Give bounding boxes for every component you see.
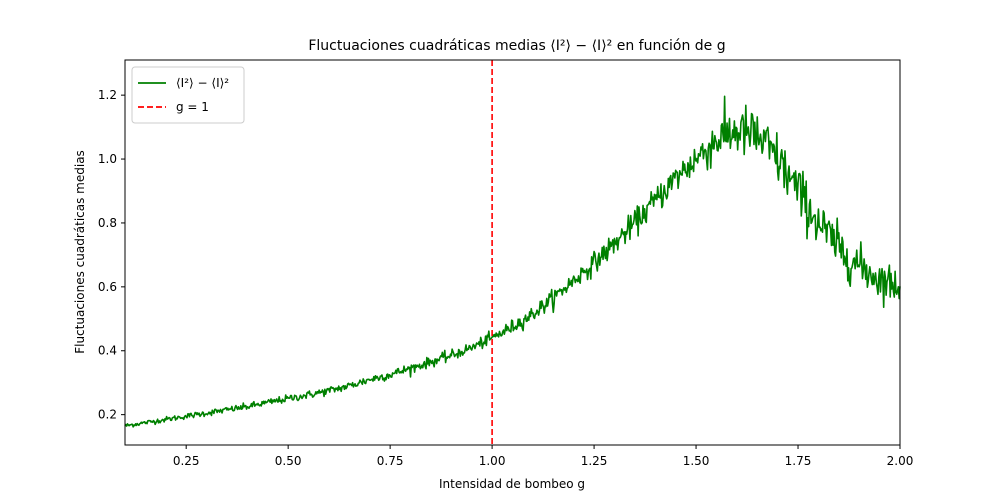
y-tick-label: 0.2 [98,408,117,422]
y-tick-label: 0.6 [98,280,117,294]
x-tick-label: 0.50 [275,454,302,468]
x-axis: 0.25 0.50 0.75 1.00 1.25 1.50 1.75 2.00 [173,445,914,468]
x-tick-label: 1.75 [785,454,812,468]
legend-label-g1: g = 1 [176,100,209,114]
x-tick-label: 1.00 [479,454,506,468]
x-axis-label: Intensidad de bombeo g [439,477,585,491]
legend-box [131,66,245,124]
x-tick-label: 0.25 [173,454,200,468]
plot-area [125,60,900,445]
plot-frame [124,59,901,446]
legend-label-fluctuations: ⟨I²⟩ − ⟨I⟩² [176,76,229,90]
x-tick-label: 0.75 [377,454,404,468]
series-fluctuations-line [124,95,901,428]
x-tick-label: 2.00 [887,454,914,468]
chart-title: Fluctuaciones cuadráticas medias ⟨I²⟩ − … [308,38,725,54]
y-tick-label: 1.2 [98,88,117,102]
y-tick-label: 0.4 [98,344,117,358]
series-layer [124,60,901,445]
x-tick-label: 1.50 [683,454,710,468]
y-tick-label: 1.0 [98,152,117,166]
y-tick-label: 0.8 [98,216,117,230]
y-axis-label: Fluctuaciones cuadráticas medias [73,150,87,354]
y-axis: 0.2 0.4 0.6 0.8 1.0 1.2 [98,88,125,422]
legend: ⟨I²⟩ − ⟨I⟩² g = 1 [131,66,245,124]
x-tick-label: 1.25 [581,454,608,468]
